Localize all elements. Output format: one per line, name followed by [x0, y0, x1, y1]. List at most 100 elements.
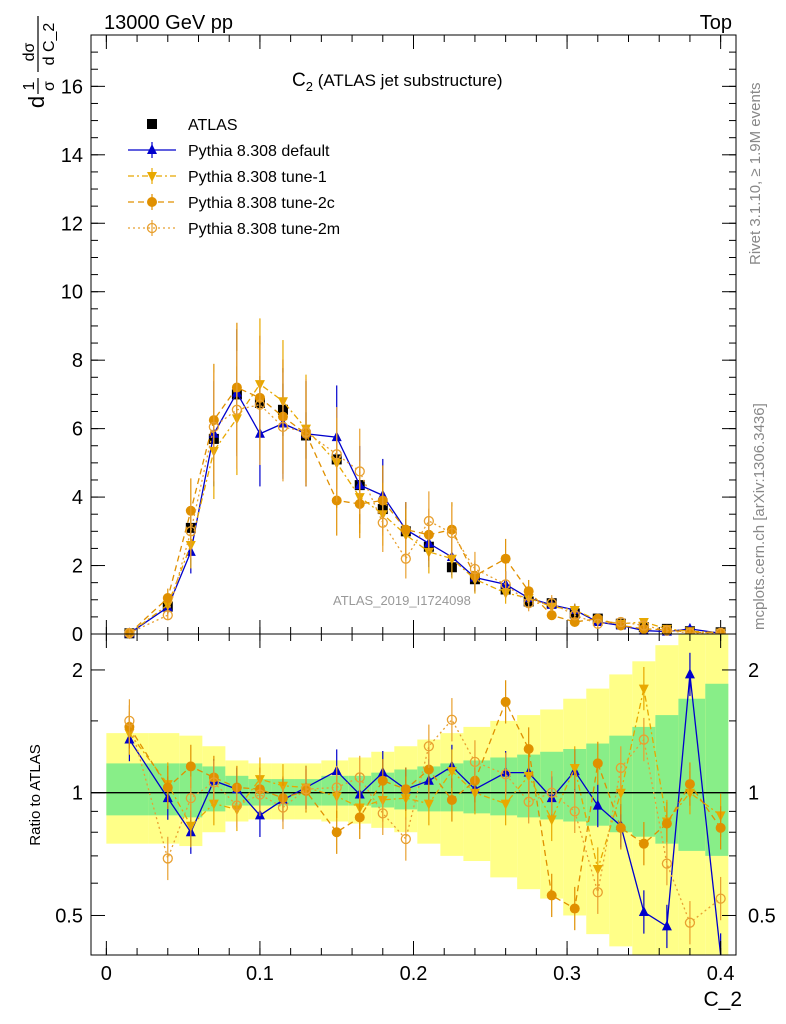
- main-ylabel: 12: [61, 213, 83, 235]
- ratio-point-tune2c: [377, 775, 388, 786]
- x-tick-label: 0: [101, 963, 112, 985]
- ratio-point-tune2m: [684, 917, 696, 928]
- x-axis-label: C_2: [703, 988, 742, 1011]
- legend-item-tune2c: Pythia 8.308 tune-2c: [128, 194, 335, 212]
- ratio-point-tune1: [423, 799, 434, 810]
- tune2m-point: [331, 449, 342, 460]
- ylabel-dc2: d C_2: [41, 23, 58, 66]
- x-tick-label: 0.2: [400, 963, 428, 985]
- main-ylabel: d 1 σ dσ d C_2: [21, 16, 58, 108]
- plot-title-main: C: [292, 70, 306, 91]
- ratio-point-tune1: [500, 799, 511, 810]
- ratio-point-tune2m: [500, 769, 511, 780]
- ratio-point-tune2m: [300, 784, 312, 795]
- ratio-point-tune2c: [661, 818, 672, 829]
- ratio-point-tune1: [208, 799, 219, 810]
- plot-title: C2 (ATLAS jet substructure): [292, 70, 503, 94]
- main-ylabel: 14: [61, 145, 83, 167]
- header-right: Top: [700, 12, 732, 34]
- ratio-point-tune2c: [569, 903, 580, 914]
- ratio-point-tune2c: [423, 764, 434, 775]
- tune1-point: [446, 554, 457, 565]
- ratio-ylabel-right: 0.5: [748, 905, 776, 927]
- tune2m-point: [615, 616, 626, 628]
- ratio-point-tune2m: [377, 808, 388, 819]
- ratio-point-tune2m: [715, 893, 726, 904]
- ratio-series-tune2m: [124, 698, 726, 945]
- legend-marker-default: [147, 144, 157, 154]
- ratio-point-tune2c: [684, 779, 695, 790]
- legend-marker-data: [147, 119, 157, 129]
- series-default: [124, 329, 726, 638]
- ratio-point-tune2c: [162, 782, 173, 793]
- legend-label: ATLAS: [188, 117, 238, 134]
- series-tune1: [124, 318, 726, 640]
- ratio-point-tune2m: [423, 741, 435, 752]
- ratio-point-tune2c: [400, 784, 411, 795]
- ylabel-sigma: σ: [41, 81, 58, 91]
- ratio-point-tune2m: [231, 800, 243, 811]
- mcplots-text: mcplots.cern.ch [arXiv:1306.3436]: [751, 403, 768, 630]
- ratio-point-tune2m: [523, 796, 534, 807]
- main-ylabel: 2: [72, 556, 83, 578]
- ratio-point-tune2m: [446, 714, 458, 725]
- ratio-point-default: [661, 920, 672, 931]
- tune2m-point: [208, 421, 220, 433]
- ratio-point-tune2m: [185, 792, 196, 804]
- tune2c-point: [162, 593, 173, 604]
- ylabel-dsigma: dσ: [21, 42, 38, 61]
- ratio-panel: 0.5 1 2 0 0.1 0.2 0.3 0.4 0.5 1 2: [55, 633, 776, 985]
- header-left: 13000 GeV pp: [104, 12, 233, 34]
- tune2m-point: [469, 563, 481, 575]
- main-ylabel: 0: [72, 624, 83, 646]
- tune2m-point: [500, 579, 511, 590]
- legend-label: Pythia 8.308 default: [188, 143, 330, 160]
- tune2c-point: [500, 553, 511, 564]
- ratio-point-tune2m: [661, 858, 673, 869]
- ratio-point-tune2c: [500, 696, 511, 707]
- tune2m-point: [446, 527, 458, 539]
- ratio-point-tune2c: [185, 761, 196, 772]
- main-ylabel: 10: [61, 282, 83, 304]
- ratio-point-tune2c: [615, 822, 626, 833]
- legend-marker-tune1: [147, 172, 157, 182]
- legend-item-default: Pythia 8.308 default: [128, 142, 330, 160]
- tune2m-point: [661, 625, 673, 636]
- tune2c-point: [546, 610, 557, 621]
- band-inner: [490, 757, 518, 816]
- ylabel-one: 1: [21, 81, 38, 90]
- legend-item-tune2m: Pythia 8.308 tune-2m: [128, 220, 340, 238]
- tune2m-point: [185, 526, 196, 537]
- ratio-point-tune2c: [331, 827, 342, 838]
- tune2m-point: [254, 399, 266, 410]
- ratio-point-tune2m: [277, 802, 289, 813]
- ratio-point-tune2c: [523, 743, 534, 754]
- ratio-ylabel-right: 2: [748, 660, 759, 682]
- main-ylabel: 4: [72, 487, 83, 509]
- tune2m-point: [124, 627, 135, 639]
- ratio-point-tune1: [569, 763, 580, 774]
- legend-item-data: ATLAS: [147, 117, 238, 134]
- ratio-point-tune2m: [592, 887, 603, 898]
- tune2m-point: [569, 610, 580, 621]
- tune2m-point: [592, 618, 603, 629]
- legend: ATLAS Pythia 8.308 default Pythia 8.308 tu…: [128, 117, 340, 238]
- ratio-point-tune1: [523, 771, 534, 782]
- ratio-point-tune2m: [546, 787, 557, 798]
- ratio-point-default: [638, 905, 649, 916]
- ratio-point-tune1: [546, 815, 557, 826]
- tune2m-point: [377, 517, 388, 528]
- rivet-text: Rivet 3.1.10, ≥ 1.9M events: [747, 83, 764, 266]
- legend-marker-tune2m: [146, 222, 158, 234]
- ratio-point-tune1: [446, 767, 457, 778]
- ratio-point-tune2m: [469, 756, 481, 768]
- ratio-point-tune2c: [715, 822, 726, 833]
- band-inner: [321, 775, 349, 806]
- band-inner: [632, 726, 656, 837]
- ratio-ylabel: 2: [72, 660, 83, 682]
- ratio-ylabel: Ratio to ATLAS: [27, 744, 44, 845]
- band-inner: [655, 715, 679, 844]
- tune2m-point: [523, 598, 534, 609]
- ratio-point-tune2c: [446, 794, 457, 805]
